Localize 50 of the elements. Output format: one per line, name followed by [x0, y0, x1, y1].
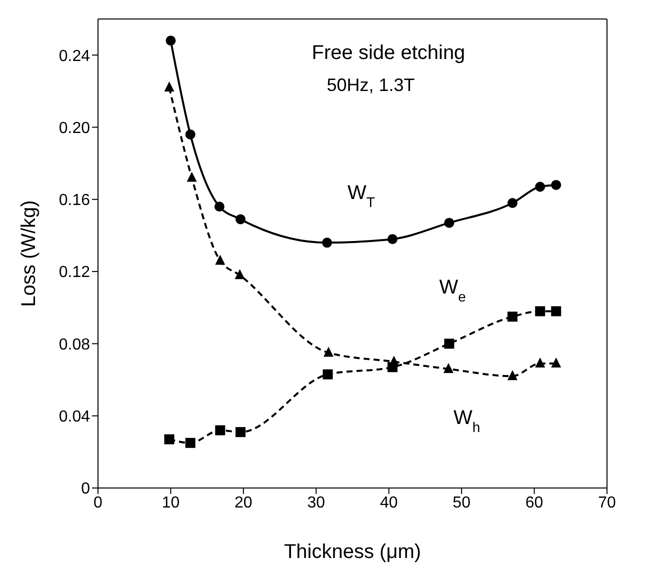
series-label: W$_{T}$ [347, 182, 376, 210]
y-tick-label: 0.16 [58, 192, 90, 210]
y-tick-label: 0 [81, 480, 90, 498]
x-tick-label: 0 [94, 494, 103, 512]
point [166, 36, 176, 46]
point [507, 312, 518, 322]
point [185, 438, 196, 448]
point [322, 369, 333, 380]
point [164, 82, 174, 92]
point [324, 346, 334, 357]
point [236, 427, 246, 438]
point [236, 214, 246, 224]
point [444, 218, 454, 228]
x-tick-label: 60 [525, 494, 544, 512]
point [234, 269, 245, 280]
y-tick-label: 0.12 [58, 264, 90, 282]
x-tick-label: 10 [162, 494, 180, 512]
series-label: W$_{h}$ [453, 406, 480, 435]
x-axis-title: Thickness (μm) [284, 541, 422, 563]
point [535, 306, 546, 316]
y-tick-label: 0.08 [58, 336, 90, 354]
x-tick-label: 40 [380, 494, 398, 512]
point [535, 358, 546, 368]
point [444, 338, 454, 349]
point [551, 180, 562, 190]
y-tick-label: 0.04 [58, 408, 90, 426]
point [507, 198, 518, 208]
point [214, 202, 224, 212]
point [322, 238, 332, 248]
series-label: W$_{e}$ [439, 276, 466, 305]
y-tick-label: 0.24 [58, 48, 90, 65]
x-tick-label: 20 [234, 494, 252, 512]
point [551, 358, 562, 368]
point [535, 182, 546, 192]
point [443, 362, 454, 373]
point [387, 234, 398, 244]
x-tick-label: 70 [598, 494, 616, 512]
point [185, 129, 196, 140]
point [551, 306, 562, 316]
point [215, 254, 226, 265]
annotation: 50Hz, 1.3T [326, 75, 415, 95]
y-axis-title: Loss (W/kg) [18, 200, 40, 307]
x-tick-label: 50 [452, 494, 471, 512]
point [164, 434, 174, 444]
point [186, 172, 197, 182]
annotation: Free side etching [312, 42, 466, 64]
y-tick-label: 0.20 [58, 120, 90, 137]
point [507, 370, 518, 380]
point [215, 425, 226, 436]
x-tick-label: 30 [307, 494, 326, 512]
